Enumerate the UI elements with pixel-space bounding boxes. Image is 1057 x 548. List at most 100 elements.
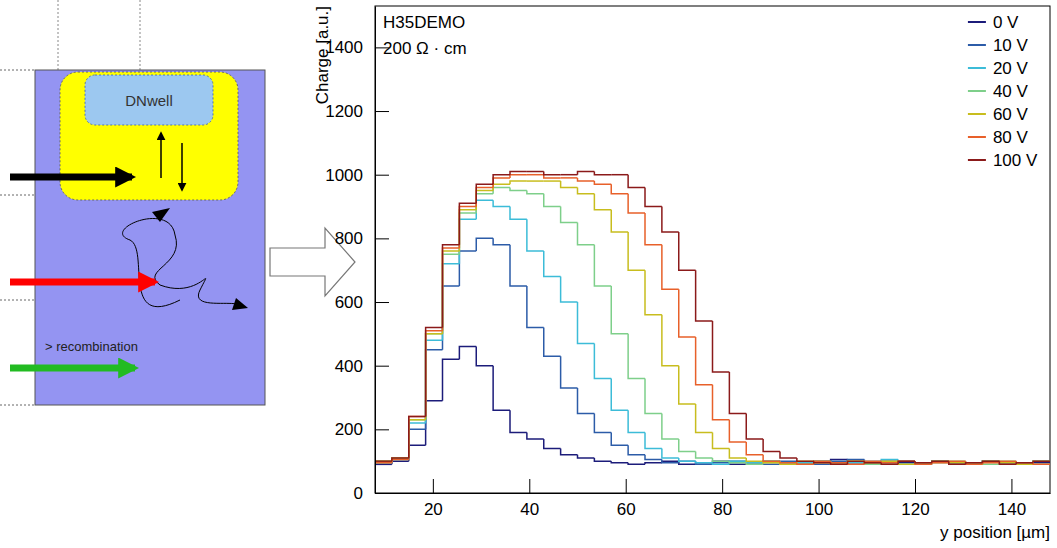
histogram-bin xyxy=(797,463,814,465)
histogram-bin xyxy=(983,461,1000,464)
histogram-bin xyxy=(561,277,578,302)
histogram-bin xyxy=(797,463,814,465)
histogram-bin xyxy=(628,194,645,213)
histogram-bin xyxy=(578,178,595,181)
x-tick-label: 120 xyxy=(901,500,929,519)
legend-item: 100 V xyxy=(968,151,1038,170)
histogram-bin xyxy=(966,461,983,464)
histogram-bin xyxy=(409,420,426,460)
y-tick-label: 800 xyxy=(335,229,363,248)
histogram-bin xyxy=(729,461,746,463)
histogram-bin xyxy=(949,461,966,464)
histogram-bin xyxy=(713,458,730,461)
plot-frame xyxy=(375,6,1050,493)
histogram-bin xyxy=(713,463,730,465)
histogram-bin xyxy=(594,194,611,210)
x-tick: 20 xyxy=(424,479,443,519)
legend-swatch xyxy=(968,159,986,161)
histogram-bin xyxy=(426,331,443,417)
histogram-bin xyxy=(999,461,1016,464)
histogram-bin xyxy=(510,245,527,286)
histogram-bin xyxy=(780,461,797,464)
x-axis: 20406080100120140 xyxy=(376,479,1051,519)
legend-label: 20 V xyxy=(993,59,1029,78)
histogram-bin xyxy=(375,460,392,462)
histogram-bin xyxy=(443,359,460,400)
histogram-bin xyxy=(780,461,797,464)
histograms xyxy=(375,172,1050,465)
x-tick: 140 xyxy=(998,479,1026,519)
histogram-bin xyxy=(443,264,460,340)
histogram-bin xyxy=(527,433,544,439)
histogram-bin xyxy=(493,187,510,193)
y-tick-label: 1000 xyxy=(325,166,363,185)
histogram-bin xyxy=(527,174,544,176)
histogram-bin xyxy=(1033,463,1050,465)
histogram-bin xyxy=(493,178,510,188)
x-tick-label: 140 xyxy=(998,500,1026,519)
legend-label: 10 V xyxy=(993,36,1029,55)
histogram-bin xyxy=(578,187,595,193)
x-axis-line xyxy=(376,493,1051,494)
histogram-bin xyxy=(476,191,493,210)
histogram-bin xyxy=(628,410,645,432)
x-tick-label: 60 xyxy=(617,500,636,519)
histogram-bin xyxy=(746,413,763,438)
x-tick-label: 20 xyxy=(424,500,443,519)
histogram-bin xyxy=(645,433,662,449)
y-tick-mark xyxy=(375,238,389,239)
histogram-bin xyxy=(797,458,814,461)
histogram-bin xyxy=(409,429,426,459)
dotted-guide xyxy=(140,0,141,70)
histogram-bin xyxy=(544,180,561,182)
histogram-bin xyxy=(493,238,510,244)
histogram-bin xyxy=(561,174,578,176)
histogram-bin xyxy=(999,461,1016,463)
histogram-bin xyxy=(510,175,527,178)
legend-swatch xyxy=(968,136,986,138)
histogram-bin xyxy=(443,248,460,331)
histogram-bin xyxy=(881,461,898,463)
histogram-bin xyxy=(898,460,915,465)
histogram-bin xyxy=(594,413,611,432)
y-axis: 0200400600800100012001400 xyxy=(325,7,389,503)
histogram-bin xyxy=(932,463,949,465)
legend-item: 0 V xyxy=(968,13,1019,32)
histogram-bin xyxy=(611,461,628,463)
depletion-region xyxy=(60,72,238,200)
histogram-bin xyxy=(476,184,493,203)
histogram-bin xyxy=(578,302,595,343)
histogram-bin xyxy=(662,207,679,232)
histogram-bin xyxy=(696,270,713,321)
histogram-bin xyxy=(1016,463,1033,465)
histogram-bin xyxy=(510,410,527,432)
histogram-bin xyxy=(476,194,493,213)
histogram-bin xyxy=(561,356,578,388)
histogram-bin xyxy=(628,445,645,455)
histogram-bin xyxy=(527,286,544,327)
histogram-bin xyxy=(409,423,426,458)
y-tick: 800 xyxy=(335,229,389,248)
histogram-bin xyxy=(443,245,460,328)
x-tick: 80 xyxy=(713,479,732,519)
dotted-guide xyxy=(58,0,59,70)
histogram-bin xyxy=(814,461,831,463)
x-tick: 60 xyxy=(617,479,636,519)
histogram-bin xyxy=(1016,463,1033,465)
legend-label: 40 V xyxy=(993,82,1029,101)
histogram-bin xyxy=(662,245,679,290)
histogram-bin xyxy=(713,433,730,449)
histogram-bin xyxy=(476,238,493,251)
y-tick-label: 400 xyxy=(335,357,363,376)
histogram-bin xyxy=(510,207,527,220)
histogram-bin xyxy=(594,181,611,184)
x-tick: 120 xyxy=(901,479,929,519)
histogram-bin xyxy=(561,177,578,179)
histogram-bin xyxy=(426,334,443,420)
histogram-bin xyxy=(797,463,814,465)
diffusion-arrowhead xyxy=(152,208,170,222)
histogram-bin xyxy=(476,187,493,206)
series-1 xyxy=(375,238,1050,464)
histogram-bin xyxy=(915,461,932,463)
histogram-bin xyxy=(459,251,476,286)
